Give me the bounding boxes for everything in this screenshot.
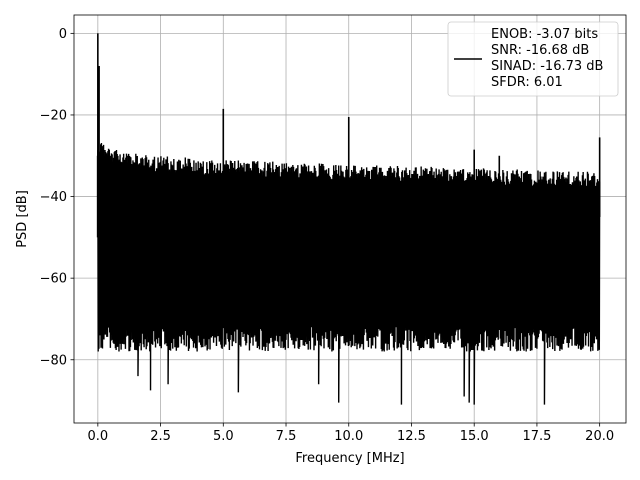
x-axis-label: Frequency [MHz]: [295, 451, 404, 466]
x-tick-label: 10.0: [334, 429, 363, 444]
x-tick-label: 17.5: [522, 429, 551, 444]
y-tick-label: −60: [40, 272, 67, 287]
legend-box: [447, 21, 619, 97]
y-axis-label: PSD [dB]: [15, 190, 30, 248]
x-tick-label: 7.5: [276, 429, 297, 444]
x-tick-label: 0.0: [87, 429, 108, 444]
legend-entry-text: ENOB: -3.07 bits: [491, 27, 598, 42]
y-tick-label: −80: [40, 353, 67, 368]
legend-entry-text: SFDR: 6.01: [491, 75, 563, 90]
x-tick-label: 15.0: [460, 429, 489, 444]
psd-series: [96, 33, 601, 405]
x-tick-label: 12.5: [397, 429, 426, 444]
y-axis-ticks: 0 −20 −40 −60 −80: [40, 27, 74, 368]
plot-frame: [73, 14, 627, 424]
y-tick-label: −20: [40, 108, 67, 123]
y-tick-label: −40: [40, 190, 67, 205]
x-tick-label: 5.0: [213, 429, 234, 444]
legend-entry-text: SNR: -16.68 dB: [491, 43, 589, 58]
y-tick-label: 0: [59, 27, 67, 42]
x-axis-ticks: 0.0 2.5 5.0 7.5 10.0 12.5 15.0 17.5 20.0: [87, 423, 614, 444]
legend-entry-text: SINAD: -16.73 dB: [491, 59, 603, 74]
psd-noise-trace: [97, 143, 601, 405]
x-tick-label: 20.0: [585, 429, 614, 444]
x-tick-label: 2.5: [150, 429, 171, 444]
